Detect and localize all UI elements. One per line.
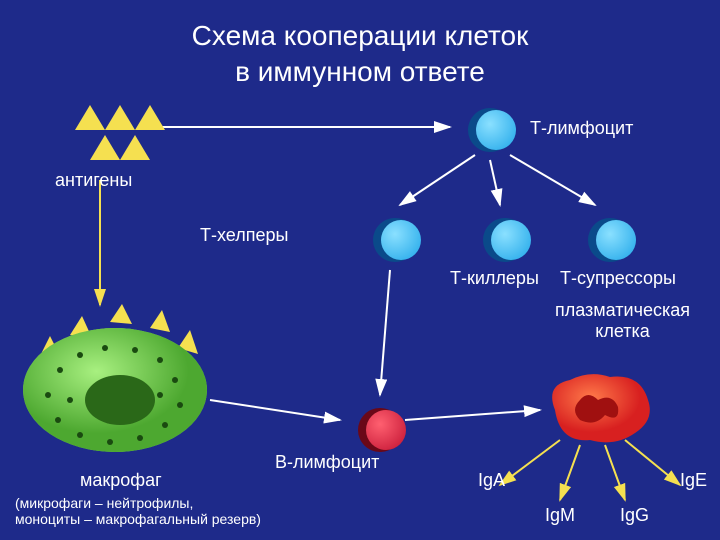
macrophage-label: макрофаг <box>80 470 162 491</box>
title-line1: Схема кооперации клеток <box>192 20 529 51</box>
t-killer-cell <box>483 218 527 262</box>
antigens-label: антигены <box>55 170 132 191</box>
t-helpers-label: Т-хелперы <box>200 225 288 246</box>
t-suppressors-label: Т-супрессоры <box>560 268 676 289</box>
t-lymphocyte-label: Т-лимфоцит <box>530 118 633 139</box>
diagram-title: Схема кооперации клеток в иммунном ответ… <box>0 0 720 91</box>
macrophage-cell <box>10 300 230 470</box>
igm-label: IgM <box>545 505 575 526</box>
t-suppressor-cell <box>588 218 632 262</box>
plasma-cell-label: плазматическая клетка <box>555 300 690 342</box>
igg-label: IgG <box>620 505 649 526</box>
ige-label: IgE <box>680 470 707 491</box>
plasma-cell <box>540 365 660 455</box>
iga-label: IgA <box>478 470 505 491</box>
macrophage-sublabel: (микрофаги – нейтрофилы, моноциты – макр… <box>15 495 261 527</box>
t-helper-cell <box>373 218 417 262</box>
b-lymphocyte-label: В-лимфоцит <box>275 452 379 473</box>
title-line2: в иммунном ответе <box>235 56 485 87</box>
b-lymphocyte-cell <box>358 408 402 452</box>
t-killers-label: Т-киллеры <box>450 268 539 289</box>
t-lymphocyte-cell <box>468 108 512 152</box>
